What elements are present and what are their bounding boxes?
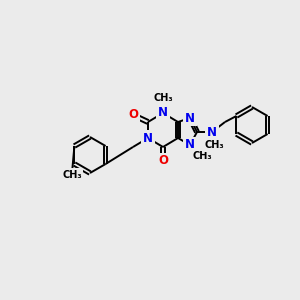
Text: O: O bbox=[128, 109, 138, 122]
Text: CH₃: CH₃ bbox=[153, 93, 173, 103]
Text: O: O bbox=[158, 154, 168, 167]
Text: CH₃: CH₃ bbox=[192, 151, 212, 161]
Text: CH₃: CH₃ bbox=[204, 140, 224, 150]
Text: N: N bbox=[143, 131, 153, 145]
Text: N: N bbox=[158, 106, 168, 119]
Text: N: N bbox=[185, 139, 195, 152]
Text: N: N bbox=[185, 112, 195, 124]
Text: CH₃: CH₃ bbox=[62, 170, 82, 180]
Text: N: N bbox=[207, 125, 217, 139]
